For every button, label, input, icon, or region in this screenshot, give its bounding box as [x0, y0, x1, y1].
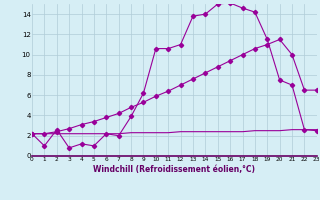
X-axis label: Windchill (Refroidissement éolien,°C): Windchill (Refroidissement éolien,°C) — [93, 165, 255, 174]
